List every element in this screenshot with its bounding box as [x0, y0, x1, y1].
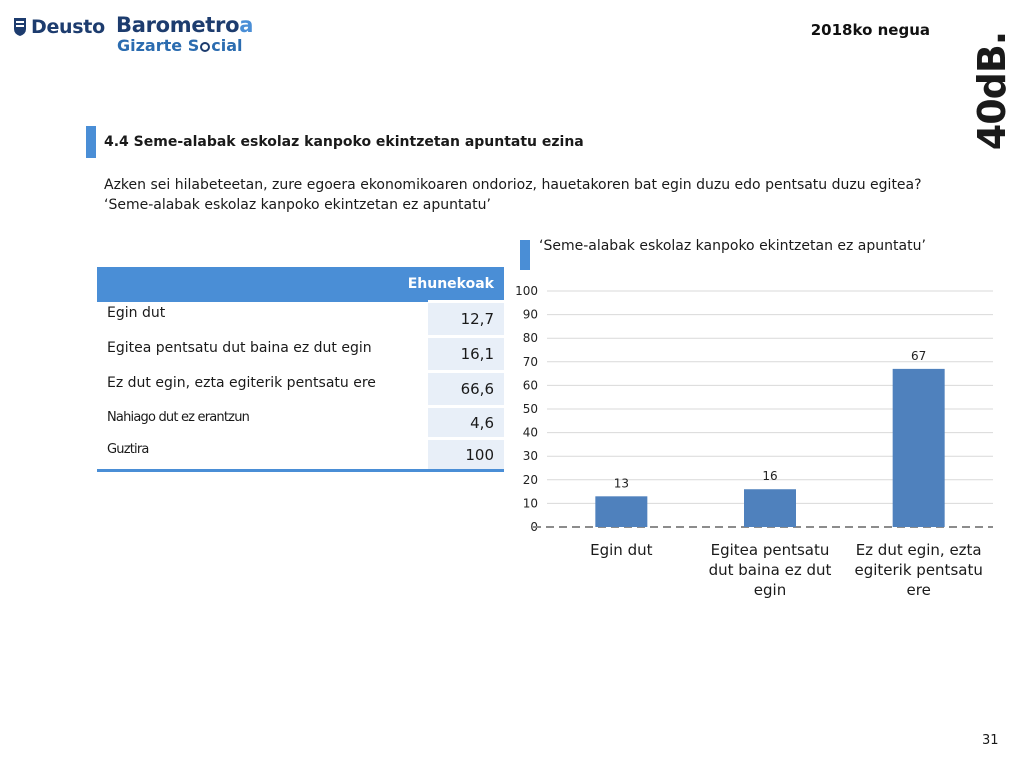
social-s: S	[187, 36, 200, 55]
bar	[595, 496, 648, 527]
data-label: 16	[762, 469, 777, 483]
chart-marker	[520, 240, 530, 270]
row-value: 4,6	[428, 405, 504, 439]
row-value: 12,7	[428, 300, 504, 337]
row-label: Ez dut egin, ezta egiterik pentsatu ere	[107, 374, 376, 391]
40db-logo-text: 40dB.	[970, 31, 1014, 150]
bar	[744, 489, 796, 527]
chart-title: ‘Seme-alabak eskolaz kanpoko ekintzetan …	[539, 238, 926, 254]
y-tick-label: 30	[523, 449, 538, 463]
question-line-2: ‘Seme-alabak eskolaz kanpoko ekintzetan …	[104, 197, 491, 213]
y-tick-label: 80	[523, 331, 538, 345]
data-label: 67	[911, 349, 926, 363]
section-marker	[86, 126, 96, 158]
table-row-total: Guztira 100	[97, 437, 504, 472]
table-row: Ez dut egin, ezta egiterik pentsatu ere …	[97, 370, 504, 407]
table-row: Egitea pentsatu dut baina ez dut egin 16…	[97, 335, 504, 372]
question-line-1: Azken sei hilabeteetan, zure egoera ekon…	[104, 177, 922, 193]
y-tick-label: 50	[523, 402, 538, 416]
deusto-logo-text: Deusto	[31, 16, 105, 38]
bar-chart: 010203040506070809010013Egin dut16Egitea…	[515, 284, 993, 599]
row-label: Guztira	[97, 438, 428, 472]
results-table: Ehunekoak Egin dut 12,7 Egitea pentsatu …	[97, 267, 504, 472]
row-label: Nahiago dut ez erantzun	[107, 409, 250, 425]
y-tick-label: 60	[523, 378, 538, 392]
y-tick-label: 10	[523, 496, 538, 510]
y-tick-label: 40	[523, 426, 538, 440]
row-value: 66,6	[428, 370, 504, 407]
x-tick-label: dut baina ez dut	[709, 561, 832, 579]
y-tick-label: 70	[523, 355, 538, 369]
page-number: 31	[982, 733, 999, 748]
x-tick-label: Egin dut	[590, 541, 652, 559]
row-value: 16,1	[428, 335, 504, 372]
social-rest: cial	[211, 36, 243, 55]
y-tick-label: 90	[523, 308, 538, 322]
season-label: 2018ko negua	[810, 21, 930, 39]
x-tick-label: egiterik pentsatu	[854, 561, 982, 579]
barometro-prefix: Barometro	[116, 13, 240, 37]
data-label: 13	[614, 476, 629, 490]
gizarte-word: Gizarte	[117, 36, 183, 55]
table-row: Nahiago dut ez erantzun 4,6	[97, 405, 504, 439]
social-o-icon	[200, 42, 211, 52]
40db-logo: 40dB.	[962, 31, 1022, 149]
table-row: Egin dut 12,7	[97, 300, 504, 337]
table-header-row: Ehunekoak	[97, 267, 504, 302]
deusto-logo: Deusto	[14, 16, 105, 38]
y-tick-label: 20	[523, 473, 538, 487]
y-tick-label: 100	[515, 284, 538, 298]
x-tick-label: Egitea pentsatu	[711, 541, 830, 559]
deusto-shield-icon	[14, 18, 26, 36]
x-tick-label: Ez dut egin, ezta	[856, 541, 982, 559]
row-label: Egin dut	[107, 304, 166, 321]
bar	[892, 368, 945, 527]
barometro-accent: a	[239, 13, 254, 37]
row-label: Egitea pentsatu dut baina ez dut egin	[107, 339, 372, 356]
question-text: Azken sei hilabeteetan, zure egoera ekon…	[104, 175, 974, 215]
x-tick-label: egin	[754, 581, 786, 599]
row-value: 100	[428, 437, 504, 472]
section-title: 4.4 Seme-alabak eskolaz kanpoko ekintzet…	[104, 134, 584, 150]
table-header: Ehunekoak	[97, 267, 504, 302]
x-tick-label: ere	[907, 581, 931, 599]
